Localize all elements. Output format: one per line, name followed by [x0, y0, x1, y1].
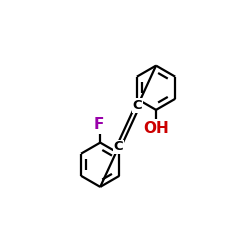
Text: C: C: [114, 140, 124, 153]
Text: C: C: [133, 99, 142, 112]
Text: OH: OH: [143, 121, 169, 136]
Text: F: F: [94, 117, 104, 132]
